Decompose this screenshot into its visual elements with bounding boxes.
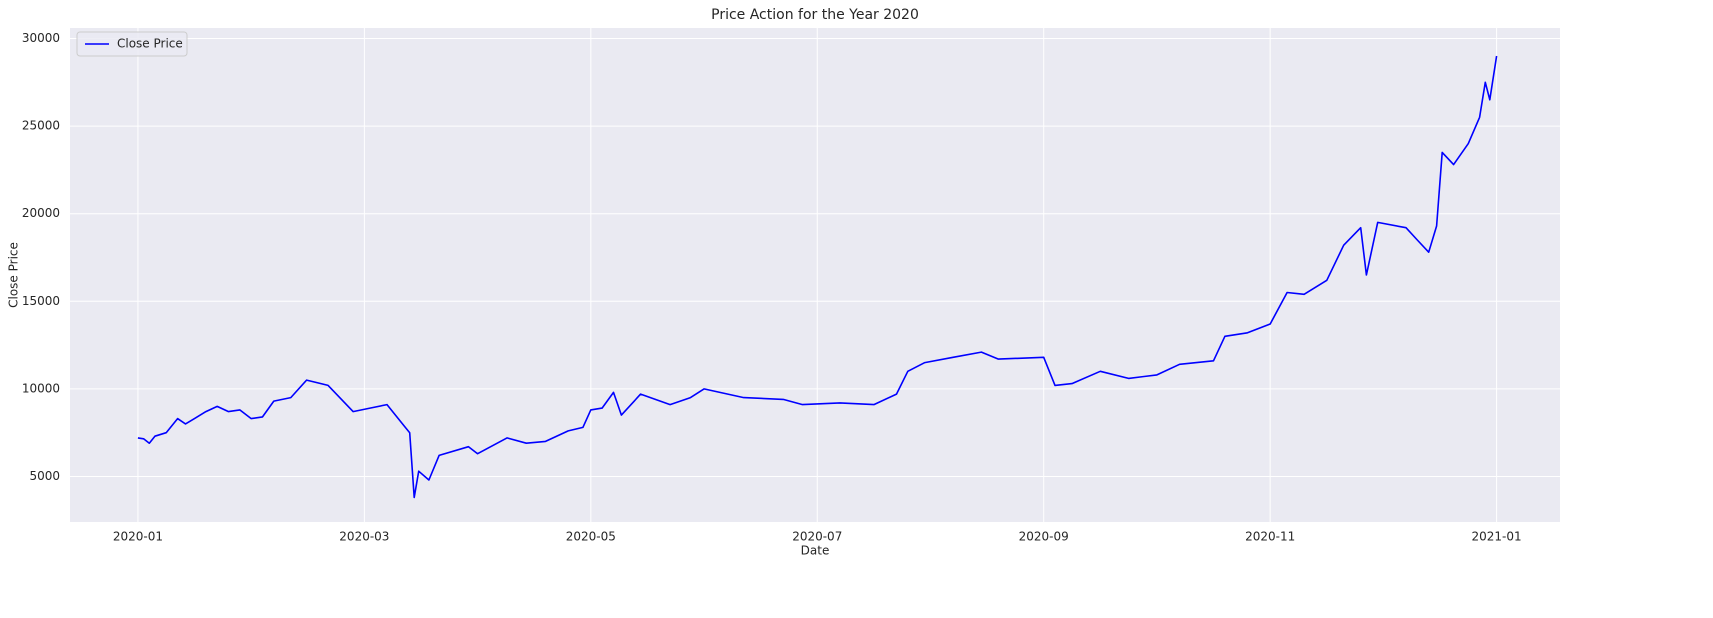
x-axis-label: Date (801, 544, 830, 558)
price-line (137, 55, 1498, 499)
y-tick-label: 15000 (22, 294, 60, 308)
plot-area (70, 28, 1560, 522)
grid (70, 28, 1560, 522)
x-tick-label: 2020-11 (1245, 530, 1295, 544)
y-tick-label: 25000 (22, 119, 60, 133)
chart-title: Price Action for the Year 2020 (711, 7, 919, 23)
legend-label: Close Price (117, 37, 183, 51)
y-tick-label: 10000 (22, 381, 60, 395)
x-tick-label: 2020-01 (113, 530, 163, 544)
x-tick-label: 2020-07 (792, 530, 842, 544)
legend: Close Price (76, 31, 188, 57)
y-tick-label: 20000 (22, 206, 60, 220)
series-layer (137, 55, 1498, 499)
x-tick-label: 2020-09 (1019, 530, 1069, 544)
x-tick-label: 2020-05 (566, 530, 616, 544)
x-tick-label: 2021-01 (1472, 530, 1522, 544)
legend-box (76, 31, 188, 57)
x-tick-label: 2020-03 (339, 530, 389, 544)
y-axis-label: Close Price (7, 242, 21, 308)
y-tick-label: 30000 (22, 31, 60, 45)
y-tick-label: 5000 (29, 469, 60, 483)
